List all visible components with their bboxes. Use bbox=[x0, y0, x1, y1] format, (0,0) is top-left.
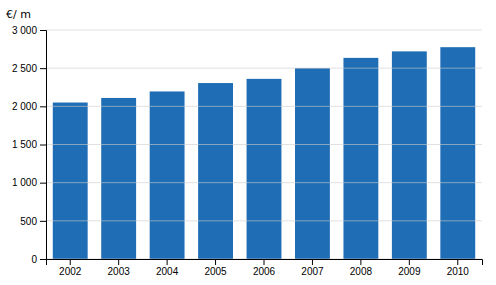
y-tick-label: 2 000 bbox=[12, 101, 37, 112]
x-tick: 2002 bbox=[59, 259, 82, 277]
x-tick: 2010 bbox=[447, 259, 470, 277]
grid-line bbox=[46, 144, 482, 145]
x-tick-mark bbox=[167, 259, 168, 265]
x-tick-mark bbox=[409, 259, 410, 265]
bar bbox=[247, 79, 282, 259]
x-tick-label: 2005 bbox=[204, 266, 227, 277]
y-tick-mark bbox=[40, 30, 46, 31]
grid-line bbox=[46, 220, 482, 221]
y-tick-label: 500 bbox=[20, 216, 37, 227]
x-tick-mark bbox=[312, 259, 313, 265]
y-tick-label: 1 500 bbox=[12, 139, 37, 150]
y-tick: 0 bbox=[31, 254, 46, 265]
x-tick: 2008 bbox=[350, 259, 373, 277]
x-tick-label: 2007 bbox=[301, 266, 324, 277]
bar bbox=[101, 98, 136, 259]
y-tick-label: 2 500 bbox=[12, 63, 37, 74]
x-tick: 2003 bbox=[108, 259, 131, 277]
y-tick: 1 000 bbox=[12, 177, 46, 188]
x-tick: 2009 bbox=[398, 259, 421, 277]
grid-line bbox=[46, 30, 482, 31]
x-tick-mark bbox=[215, 259, 216, 265]
bar bbox=[53, 103, 88, 259]
bar bbox=[295, 68, 330, 259]
x-tick-label: 2003 bbox=[108, 266, 131, 277]
x-tick: 2006 bbox=[253, 259, 276, 277]
y-tick: 1 500 bbox=[12, 139, 46, 150]
x-tick: 2004 bbox=[156, 259, 179, 277]
y-tick-label: 1 000 bbox=[12, 177, 37, 188]
x-tick-mark bbox=[118, 259, 119, 265]
x-axis: 2002 2003 2004 2005 2006 2007 2008 2009 2010 bbox=[47, 259, 483, 277]
grid-line bbox=[46, 106, 482, 107]
x-tick-mark bbox=[457, 259, 458, 265]
x-tick: 2007 bbox=[301, 259, 324, 277]
x-tick-mark bbox=[264, 259, 265, 265]
x-tick-label: 2009 bbox=[398, 266, 421, 277]
bar bbox=[198, 83, 233, 259]
x-axis-line bbox=[47, 260, 483, 266]
y-tick: 2 500 bbox=[12, 63, 46, 74]
x-tick-mark bbox=[70, 259, 71, 265]
y-tick-mark bbox=[40, 68, 46, 69]
bar bbox=[343, 58, 378, 259]
y-axis-line bbox=[40, 31, 47, 260]
x-tick-label: 2002 bbox=[59, 266, 82, 277]
grid bbox=[46, 30, 482, 259]
bars bbox=[53, 47, 475, 259]
x-tick-label: 2008 bbox=[350, 266, 373, 277]
x-tick: 2005 bbox=[204, 259, 227, 277]
x-tick-label: 2004 bbox=[156, 266, 179, 277]
y-tick-label: 3 000 bbox=[12, 25, 37, 36]
bar bbox=[150, 91, 185, 259]
grid-line bbox=[46, 182, 482, 183]
chart: 05001 0001 5002 0002 5003 00020022003200… bbox=[0, 0, 496, 285]
grid-line bbox=[46, 68, 482, 69]
plot: 05001 0001 5002 0002 5003 00020022003200… bbox=[12, 25, 483, 277]
y-tick-mark bbox=[40, 221, 46, 222]
y-axis-title: €/ m bbox=[6, 8, 31, 21]
y-tick: 3 000 bbox=[12, 25, 46, 36]
y-tick-mark bbox=[40, 259, 46, 260]
y-tick-mark bbox=[40, 145, 46, 146]
y-tick-mark bbox=[40, 106, 46, 107]
y-tick: 500 bbox=[20, 216, 46, 227]
y-axis: 0 500 1 000 1 500 2 000 2 500 3 000 bbox=[12, 25, 47, 265]
x-tick-mark bbox=[360, 259, 361, 265]
x-tick-label: 2010 bbox=[447, 266, 470, 277]
y-tick: 2 000 bbox=[12, 101, 46, 112]
bar bbox=[440, 47, 475, 259]
bar bbox=[392, 51, 427, 259]
x-tick-label: 2006 bbox=[253, 266, 276, 277]
y-tick-mark bbox=[40, 183, 46, 184]
y-tick-label: 0 bbox=[31, 254, 37, 265]
